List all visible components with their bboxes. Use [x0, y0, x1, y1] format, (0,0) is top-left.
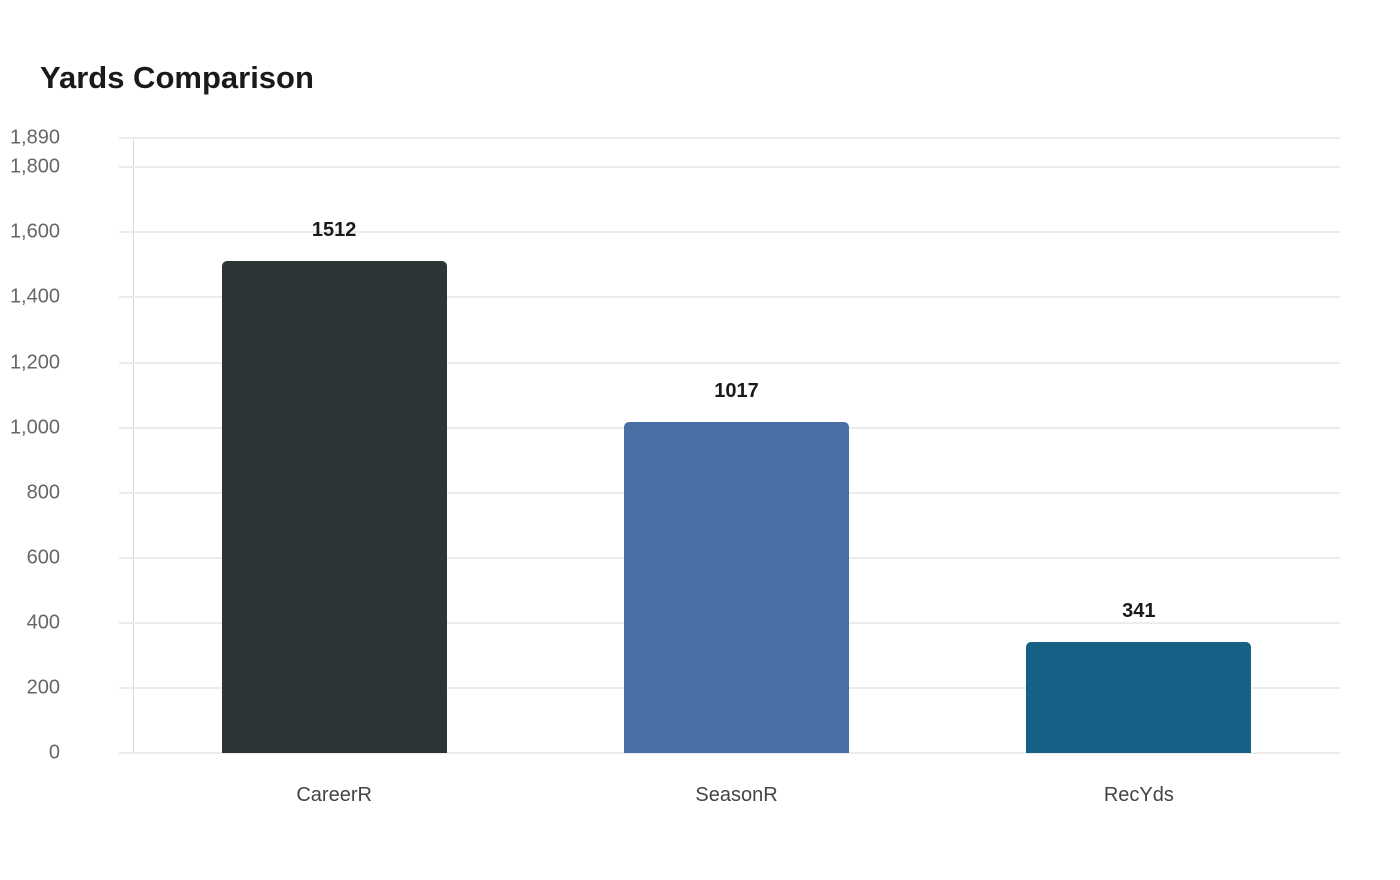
gridline	[119, 137, 1340, 139]
y-tick-label: 1,600	[9, 220, 60, 243]
y-tick-label: 200	[26, 676, 60, 699]
bar-careerr[interactable]	[221, 261, 447, 753]
x-tick-label: RecYds	[1103, 784, 1174, 806]
chart-title: Yards Comparison	[40, 60, 314, 95]
y-tick-label: 400	[26, 611, 60, 634]
y-tick-label: 1,200	[9, 351, 60, 374]
y-tick-label: 1,400	[9, 285, 60, 308]
gridline	[119, 166, 1340, 169]
y-tick-label: 1,800	[9, 155, 60, 178]
x-tick-label: CareerR	[296, 784, 372, 806]
gridline	[119, 752, 1340, 754]
bar-recyds[interactable]	[1026, 642, 1252, 753]
y-tick-label: 600	[26, 546, 60, 569]
data-label: 341	[1122, 600, 1156, 623]
data-label: 1512	[311, 219, 357, 241]
gridline	[119, 231, 1340, 234]
gridline	[119, 296, 1340, 299]
bar-seasonr[interactable]	[624, 422, 849, 753]
y-tick-label: 1,000	[9, 416, 60, 439]
data-label: 1017	[714, 380, 759, 403]
y-axis-line	[133, 138, 134, 753]
x-tick-label: SeasonR	[695, 784, 778, 806]
y-tick-label: 800	[26, 481, 60, 504]
gridline	[119, 361, 1340, 364]
y-tick-label: 0	[48, 741, 60, 764]
plot-area: 0 200 400 600 800 1,000 1,200 1,400 1,600 1,800 1,…	[10, 127, 1340, 764]
y-tick-label: 1,890	[9, 126, 60, 149]
